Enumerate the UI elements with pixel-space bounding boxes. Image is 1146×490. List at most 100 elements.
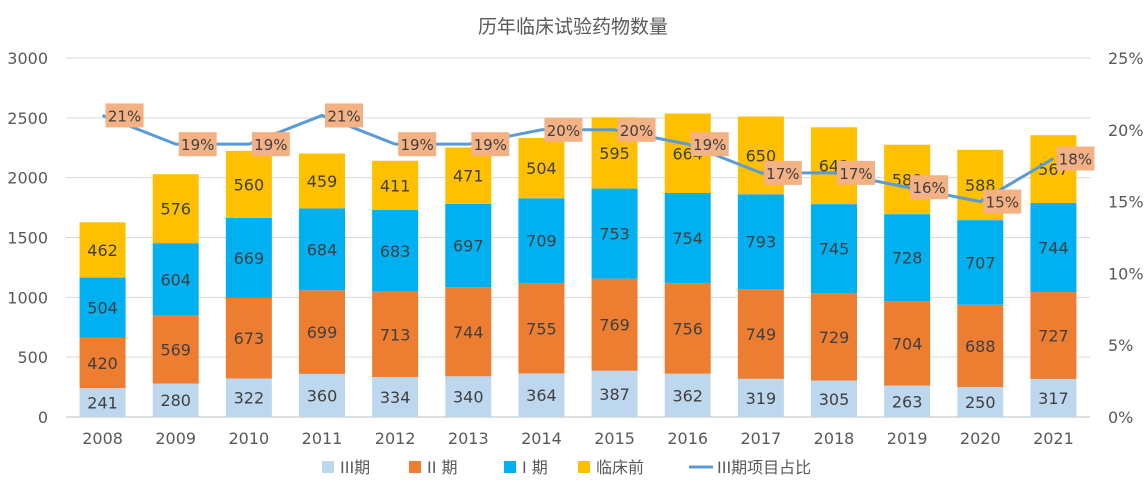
bar-segment: [152, 383, 199, 417]
y-right-tick-label: 5%: [1108, 336, 1133, 355]
bar-value-label: 727: [1038, 327, 1069, 346]
bar-value-label: 753: [599, 225, 630, 244]
line-label-background: [105, 103, 144, 128]
bar-segment: [664, 283, 711, 374]
bar-segment: [225, 217, 272, 298]
bar-segment: [299, 153, 345, 209]
bar-segment: [372, 160, 419, 210]
bar-value-label: 754: [672, 229, 703, 248]
bar-segment: [372, 377, 419, 417]
bar-segment: [1030, 292, 1077, 380]
bar-segment: [225, 378, 272, 417]
line-label-background: [178, 132, 217, 157]
line-value-label: 18%: [1059, 151, 1092, 169]
bar-value-label: 317: [1038, 389, 1069, 408]
bar-value-label: 360: [307, 386, 338, 405]
bar-value-label: 704: [892, 334, 923, 353]
line-value-label: 17%: [839, 165, 872, 183]
bar-segment: [445, 376, 492, 417]
bar-value-label: 471: [453, 167, 484, 186]
bar-value-label: 755: [526, 319, 557, 338]
y-right-tick-label: 20%: [1108, 121, 1144, 140]
bar-segment: [79, 388, 126, 417]
line-label-background: [910, 175, 949, 200]
x-tick-label: 2016: [667, 429, 708, 448]
legend-swatch: [578, 461, 590, 473]
bar-segment: [299, 290, 345, 374]
line-value-label: 19%: [400, 136, 433, 154]
line-value-label: 20%: [620, 122, 653, 140]
bar-value-label: 744: [1038, 239, 1069, 258]
bar-segment: [1030, 379, 1077, 417]
line-label-background: [325, 103, 363, 128]
bar-value-label: 250: [965, 393, 996, 412]
legend-swatch: [504, 461, 516, 473]
right-y-axis-ticks: 0% 5% 10% 15% 20% 25%: [1108, 49, 1144, 427]
line-value-label: 21%: [327, 107, 360, 125]
x-tick-label: 2010: [228, 429, 269, 448]
bar-value-label: 411: [380, 176, 411, 195]
legend: III期 II 期 I 期 临床前 III期项目占比: [322, 458, 811, 477]
line-label-background: [617, 117, 656, 142]
bar-value-label: 688: [965, 337, 996, 356]
line-label-background: [251, 132, 290, 157]
bar-segment: [518, 283, 565, 374]
bar-segment: [79, 277, 126, 338]
bar-value-label: 340: [453, 388, 484, 407]
x-tick-label: 2021: [1033, 429, 1074, 448]
bar-segment: [445, 203, 492, 288]
x-tick-label: 2009: [155, 429, 196, 448]
bar-segment: [957, 304, 1004, 388]
x-tick-label: 2020: [960, 429, 1001, 448]
bar-value-label: 709: [526, 232, 557, 251]
bar-segment: [152, 174, 199, 244]
bar-segment: [811, 380, 857, 417]
bar-value-label: 462: [87, 241, 118, 260]
bar-segment: [591, 188, 638, 279]
legend-swatch: [409, 461, 421, 473]
y-left-tick-label: 2500: [7, 109, 48, 128]
bar-value-label: 263: [892, 392, 923, 411]
gridlines: [66, 57, 1090, 418]
line-value-label: 17%: [766, 165, 799, 183]
line-value-label: 19%: [181, 136, 214, 154]
bar-value-label: 595: [599, 144, 630, 163]
legend-label: III期项目占比: [717, 458, 811, 477]
bar-segment: [737, 194, 784, 290]
bar-segment: [299, 208, 345, 291]
bar-segment: [737, 289, 784, 379]
bar-value-label: 420: [87, 354, 118, 373]
bar-segment: [372, 209, 419, 292]
y-left-tick-label: 500: [17, 348, 48, 367]
bar-value-label: 241: [87, 394, 118, 413]
bar-value-label: 569: [160, 340, 191, 359]
legend-label: II 期: [427, 458, 458, 477]
bar-segment: [445, 147, 492, 204]
x-tick-label: 2017: [740, 429, 781, 448]
y-right-tick-label: 10%: [1108, 264, 1144, 283]
bar-segment: [811, 293, 857, 381]
bar-segment: [957, 387, 1004, 417]
bar-segment: [811, 204, 857, 294]
line-value-label: 19%: [474, 136, 507, 154]
bar-value-label: 673: [234, 329, 265, 348]
bar-value-label: 604: [160, 270, 191, 289]
bar-value-label: 319: [746, 389, 777, 408]
line-value-label: 21%: [108, 107, 141, 125]
bar-segment: [299, 373, 345, 417]
bar-segment: [884, 385, 931, 417]
chart-title: 历年临床试验药物数量: [478, 16, 668, 38]
bar-value-label: 728: [892, 249, 923, 268]
legend-swatch: [322, 461, 334, 473]
bar-value-label: 713: [380, 325, 411, 344]
line-value-label: 19%: [254, 136, 287, 154]
bar-segment: [445, 287, 492, 377]
bar-series: [79, 113, 1077, 417]
line-label-background: [1056, 146, 1095, 171]
bar-value-label: 364: [526, 386, 557, 405]
line-value-label: 16%: [912, 179, 945, 197]
y-right-tick-label: 0%: [1108, 408, 1133, 427]
x-tick-label: 2008: [82, 429, 123, 448]
legend-label: 临床前: [596, 458, 644, 477]
